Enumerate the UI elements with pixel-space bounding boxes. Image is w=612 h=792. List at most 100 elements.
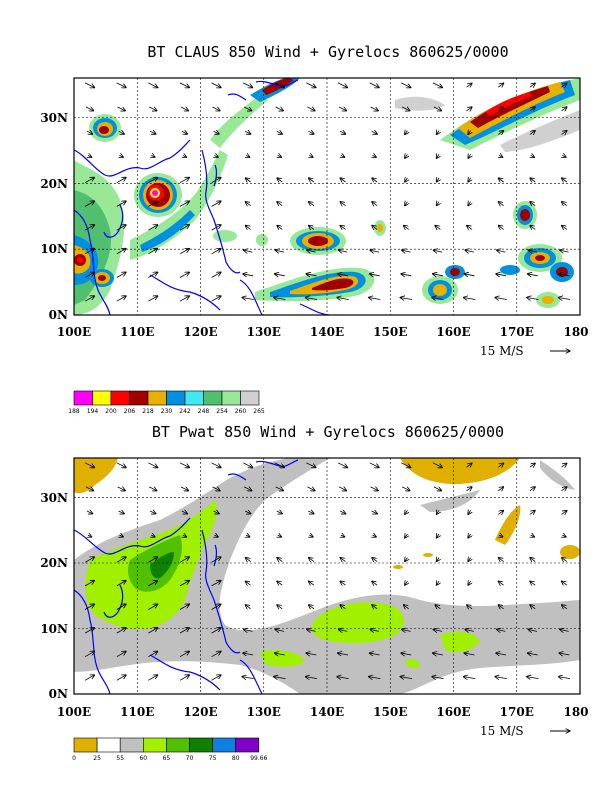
wind-vector — [405, 581, 408, 585]
wind-vector — [211, 581, 221, 587]
y-tick-label: 20N — [40, 556, 68, 570]
wind-vector — [527, 274, 538, 276]
colorbar-label: 25 — [93, 755, 101, 762]
wind-vector — [372, 581, 378, 585]
wind-vector — [180, 107, 189, 111]
wind-vector — [84, 462, 95, 468]
wind-vector — [148, 177, 157, 184]
wind-vector — [179, 201, 189, 207]
wind-vector — [277, 225, 283, 229]
shading — [74, 78, 580, 315]
wind-vector — [84, 82, 95, 88]
wind-vector — [275, 107, 284, 111]
wind-vector — [340, 202, 346, 206]
wind-vector — [179, 249, 189, 255]
wind-vector — [498, 605, 504, 609]
colorbar-label: 70 — [186, 755, 194, 762]
wind-vector — [498, 225, 504, 229]
wind-vector — [337, 677, 349, 679]
y-tick-label: 20N — [40, 177, 68, 191]
wind-vector — [529, 487, 535, 491]
wind-vector — [307, 629, 316, 631]
y-tick-label: 30N — [40, 491, 68, 505]
x-tick-label: 160E — [436, 325, 470, 339]
wind-vector — [562, 535, 566, 537]
wind-vector — [179, 628, 189, 634]
wind-vector — [308, 511, 314, 514]
wind-vector — [275, 629, 285, 631]
wind-vector — [85, 107, 94, 111]
wind-vector — [151, 155, 155, 157]
wind-vector — [242, 298, 254, 300]
wind-vector — [562, 605, 568, 609]
wind-vector — [148, 581, 157, 587]
wind-vector — [465, 250, 474, 252]
colorbar-label: 99.66 — [250, 755, 267, 762]
wind-vector — [243, 487, 252, 491]
wind-vector — [277, 605, 283, 609]
colorbar-label: 65 — [163, 755, 171, 762]
x-tick-label: 140E — [310, 705, 344, 719]
wind-vector — [467, 225, 473, 229]
y-tick-label: 0N — [49, 687, 68, 701]
wind-vector — [496, 653, 507, 655]
y-axis: 0N 10N 20N 30N — [40, 491, 68, 701]
wind-vector — [369, 462, 380, 468]
wind-vector — [468, 154, 471, 158]
wind-vector — [498, 107, 503, 111]
colorbar-swatch — [221, 390, 241, 406]
wind-vector — [496, 274, 507, 276]
wind-vector — [435, 225, 441, 229]
wind-vector — [306, 274, 317, 276]
wind-vector — [369, 653, 380, 655]
wind-vector — [84, 177, 94, 184]
wind-vector — [179, 296, 189, 302]
wind-vector — [403, 225, 409, 229]
wind-vector — [436, 202, 439, 206]
wind-vector — [84, 557, 94, 563]
wind-vector — [149, 107, 157, 111]
y-tick-label: 10N — [40, 622, 68, 636]
wind-vector — [151, 535, 155, 537]
wind-vector — [528, 629, 538, 631]
wind-vector — [527, 677, 539, 679]
colorbar-label: 218 — [142, 408, 154, 415]
wind-vector — [84, 272, 94, 278]
wind-vector — [529, 131, 535, 135]
colorbar-label: 200 — [105, 408, 117, 415]
wind-vector — [370, 487, 379, 491]
wind-vector — [495, 298, 507, 300]
wind-vector — [405, 510, 408, 514]
wind-vector — [148, 462, 158, 468]
wind-vector — [466, 463, 472, 467]
wind-vector — [433, 107, 442, 111]
wind-vector — [369, 274, 380, 276]
wind-vector — [468, 202, 471, 206]
gridlines — [74, 458, 580, 694]
wind-vector — [370, 629, 379, 631]
wind-vector — [120, 535, 124, 537]
wind-vector — [561, 510, 567, 514]
wind-vector — [307, 487, 315, 491]
wind-vector — [371, 511, 378, 514]
wind-vector — [244, 629, 253, 631]
wind-vector — [116, 604, 126, 610]
x-tick-label: 110E — [120, 325, 154, 339]
wind-vector — [433, 653, 443, 655]
wind-vector — [274, 82, 285, 88]
wind-vector — [84, 675, 94, 681]
wind-vector — [211, 82, 222, 88]
wind-vector — [88, 155, 92, 157]
wind-vector — [275, 487, 284, 491]
colorbar-swatch — [147, 390, 167, 406]
wind-vector — [245, 225, 251, 229]
wind-vector — [116, 675, 126, 681]
wind-vector — [211, 628, 221, 634]
wind-vector — [436, 510, 439, 514]
wind-vector — [497, 250, 506, 252]
wind-vector — [309, 202, 315, 206]
x-tick-label: 110E — [120, 705, 154, 719]
wind-vectors — [84, 462, 571, 681]
wind-vector — [116, 296, 126, 302]
colorbar-swatch — [92, 390, 112, 406]
